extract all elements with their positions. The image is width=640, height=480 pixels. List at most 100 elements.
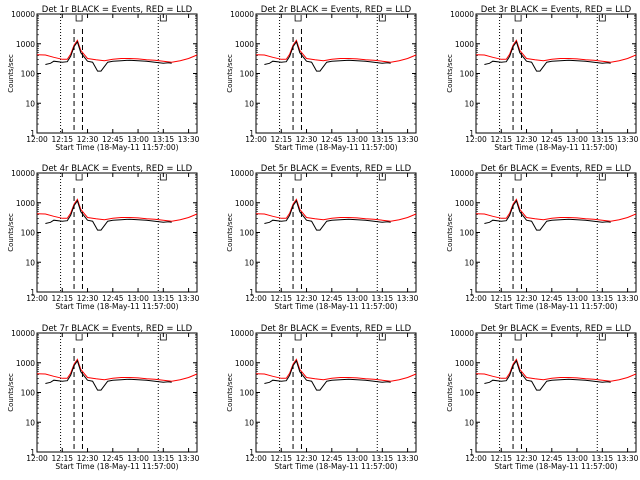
events-series-line (264, 199, 391, 231)
y-tick-label: 100 (240, 70, 255, 79)
x-tick-label: 13:30 (178, 135, 200, 144)
x-tick-label: 13:00 (346, 294, 368, 303)
lld-series-line (36, 39, 198, 63)
x-tick-label: 13:00 (566, 135, 588, 144)
chart-panel-3: 1 10 100 1000 10000 12:00 12:15 12:30 12:45 13:00… (446, 5, 639, 152)
y-axis-label: Counts/sec (226, 373, 234, 412)
lld-series-line (255, 39, 417, 63)
y-tick-label: 10000 (11, 10, 35, 19)
chart-panel-7: 1 10 100 1000 10000 12:00 12:15 12:30 12:45 13:00… (7, 324, 200, 471)
y-tick-label: 100 (460, 389, 475, 398)
y-tick-label: 10000 (450, 169, 474, 178)
chart-title: Det 5r BLACK = Events, RED = LLD (261, 164, 412, 174)
x-tick-label: 12:15 (51, 135, 73, 144)
x-tick-label: 13:00 (346, 454, 368, 463)
x-tick-label: 13:15 (372, 135, 394, 144)
x-tick-label: 13:30 (617, 454, 639, 463)
x-tick-label: 13:15 (592, 135, 614, 144)
x-tick-label: 12:30 (77, 294, 99, 303)
chart-panel-6: 1 10 100 1000 10000 12:00 12:15 12:30 12:45 13:00… (446, 164, 639, 311)
events-series-line (264, 359, 391, 391)
plot-frame (255, 172, 417, 293)
marker-flag (378, 15, 386, 22)
chart-title: Det 3r BLACK = Events, RED = LLD (481, 5, 632, 15)
x-tick-label: 12:45 (321, 135, 343, 144)
y-axis-label: Counts/sec (7, 373, 15, 412)
x-axis-label: Start Time (18-May-11 11:57:00) (494, 462, 617, 471)
y-tick-label: 10000 (11, 329, 35, 338)
marker-flag (75, 174, 83, 181)
y-tick-label: 10000 (11, 169, 35, 178)
x-tick-label: 13:30 (397, 135, 419, 144)
chart-panel-2: 1 10 100 1000 10000 12:00 12:15 12:30 12:45 13:00… (226, 5, 419, 152)
x-tick-label: 12:30 (77, 454, 99, 463)
y-tick-label: 10000 (230, 329, 254, 338)
y-tick-label: 1 (249, 448, 254, 457)
events-series-line (45, 40, 172, 72)
chart-title: Det 2r BLACK = Events, RED = LLD (261, 5, 412, 15)
marker-flag (598, 15, 606, 22)
marker-flag (159, 334, 167, 341)
x-tick-label: 13:15 (592, 294, 614, 303)
marker-flag (75, 15, 83, 22)
x-tick-label: 12:30 (296, 294, 318, 303)
x-tick-label: 13:15 (153, 135, 175, 144)
x-tick-label: 13:15 (592, 454, 614, 463)
events-series-line (484, 40, 611, 72)
events-series-line (45, 199, 172, 231)
x-tick-label: 12:15 (270, 135, 292, 144)
x-tick-label: 12:00 (245, 135, 267, 144)
x-axis-label: Start Time (18-May-11 11:57:00) (55, 462, 178, 471)
lld-series-line (36, 198, 198, 222)
y-tick-label: 10 (25, 418, 35, 427)
y-tick-label: 1 (30, 129, 35, 138)
x-tick-label: 12:00 (26, 294, 48, 303)
marker-flag (294, 174, 302, 181)
y-tick-label: 100 (240, 389, 255, 398)
x-axis-label: Start Time (18-May-11 11:57:00) (55, 302, 178, 311)
plot-frame (475, 332, 637, 453)
chart-title: Det 4r BLACK = Events, RED = LLD (42, 164, 193, 174)
x-tick-label: 12:45 (541, 294, 563, 303)
marker-flag (378, 174, 386, 181)
events-series-line (484, 199, 611, 231)
y-tick-label: 100 (240, 229, 255, 238)
x-tick-label: 12:15 (490, 454, 512, 463)
x-tick-label: 13:15 (153, 454, 175, 463)
chart-title: Det 1r BLACK = Events, RED = LLD (42, 5, 193, 15)
x-tick-label: 13:00 (566, 454, 588, 463)
y-tick-label: 10 (464, 99, 474, 108)
x-tick-label: 12:15 (270, 454, 292, 463)
y-tick-label: 10 (464, 418, 474, 427)
y-tick-label: 10 (25, 99, 35, 108)
y-tick-label: 100 (21, 70, 36, 79)
x-tick-label: 12:45 (102, 135, 124, 144)
plot-frame (36, 332, 198, 453)
y-tick-label: 1000 (455, 359, 474, 368)
y-axis-label: Counts/sec (446, 213, 454, 252)
x-axis-label: Start Time (18-May-11 11:57:00) (274, 143, 397, 152)
lld-series-line (255, 358, 417, 382)
x-tick-label: 12:45 (102, 454, 124, 463)
x-tick-label: 13:30 (178, 454, 200, 463)
chart-panel-5: 1 10 100 1000 10000 12:00 12:15 12:30 12:45 13:00… (226, 164, 419, 311)
x-tick-label: 12:00 (465, 294, 487, 303)
marker-flag (514, 174, 522, 181)
plot-frame (36, 13, 198, 134)
chart-panel-4: 1 10 100 1000 10000 12:00 12:15 12:30 12:45 13:00… (7, 164, 200, 311)
x-axis-label: Start Time (18-May-11 11:57:00) (494, 302, 617, 311)
plot-frame (255, 13, 417, 134)
y-tick-label: 1000 (235, 40, 254, 49)
marker-flag (294, 334, 302, 341)
lld-series-line (475, 358, 637, 382)
x-tick-label: 12:45 (102, 294, 124, 303)
y-tick-label: 10 (244, 99, 254, 108)
chart-panel-1: 1 10 100 1000 10000 12:00 12:15 12:30 12:45 13:00… (7, 5, 200, 152)
y-tick-label: 1000 (16, 40, 35, 49)
y-tick-label: 1 (469, 129, 474, 138)
y-tick-label: 1 (469, 448, 474, 457)
events-series-line (484, 359, 611, 391)
x-tick-label: 13:30 (617, 294, 639, 303)
x-tick-label: 13:00 (127, 454, 149, 463)
